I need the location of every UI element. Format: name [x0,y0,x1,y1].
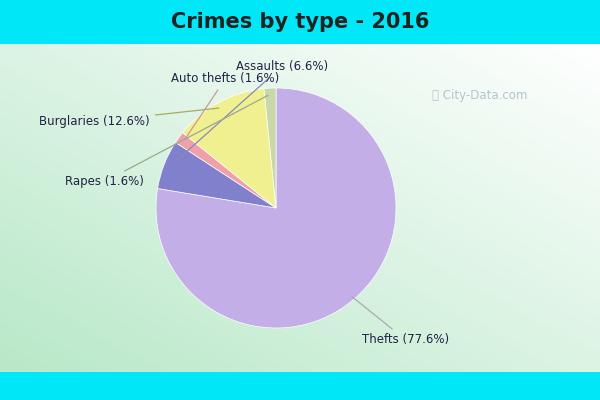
Wedge shape [264,88,276,208]
Text: Thefts (77.6%): Thefts (77.6%) [352,297,449,346]
Text: Assaults (6.6%): Assaults (6.6%) [172,60,328,165]
Wedge shape [158,142,276,208]
Wedge shape [156,88,396,328]
Text: Crimes by type - 2016: Crimes by type - 2016 [171,12,429,32]
Text: Burglaries (12.6%): Burglaries (12.6%) [40,108,219,128]
Text: Rapes (1.6%): Rapes (1.6%) [65,96,268,188]
Wedge shape [175,133,276,208]
Wedge shape [182,89,276,208]
Text: ⓘ City-Data.com: ⓘ City-Data.com [433,90,527,102]
Text: Auto thefts (1.6%): Auto thefts (1.6%) [172,72,280,139]
